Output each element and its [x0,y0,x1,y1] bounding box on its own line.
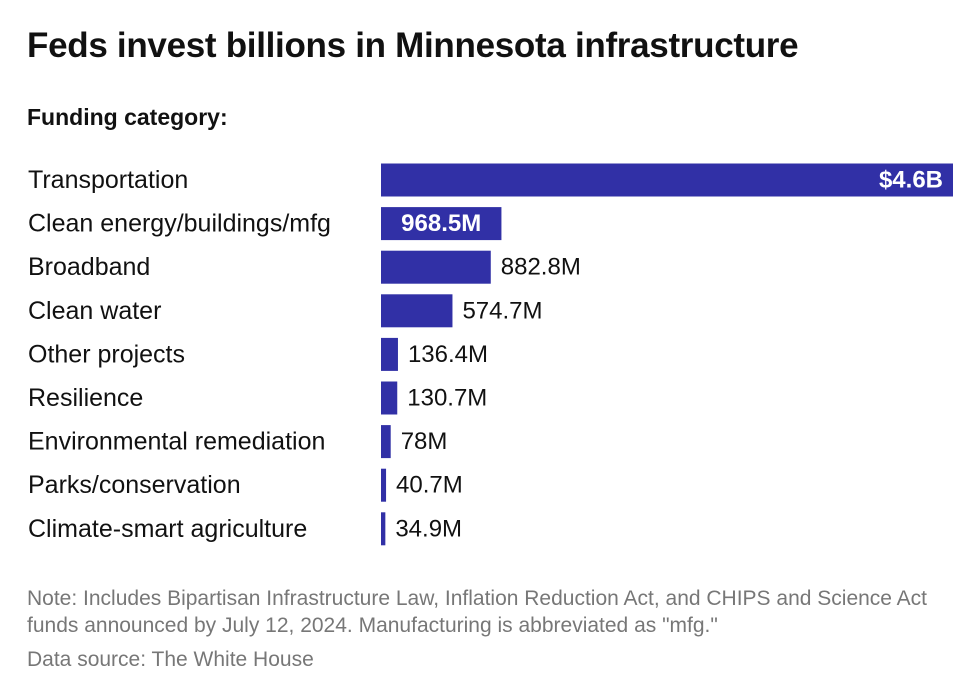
category-label: Clean water [28,297,161,325]
bar [381,294,453,328]
value-label: 130.7M [407,385,487,412]
bar [381,512,386,546]
value-label: 968.5M [401,210,481,237]
value-label: 882.8M [501,254,581,281]
category-label: Resilience [28,384,143,412]
value-label: 78M [401,428,448,455]
value-label: 574.7M [462,297,542,324]
bar [381,207,502,241]
bar [381,337,398,371]
category-label: Climate-smart agriculture [28,515,307,543]
bar [381,381,398,415]
value-label: 40.7M [396,472,463,499]
bar [381,425,391,459]
chart-title: Feds invest billions in Minnesota infras… [27,26,799,65]
category-label: Broadband [28,253,150,281]
chart-subtitle: Funding category: [27,104,228,130]
data-source: Data source: The White House [27,648,314,671]
bar [381,250,491,284]
category-label: Transportation [28,166,188,194]
category-label: Environmental remediation [28,428,325,456]
value-label: 136.4M [408,341,488,368]
chart-note: Note: Includes Bipartisan Infrastructure… [27,587,927,637]
bar [381,468,387,502]
category-label: Parks/conservation [28,471,241,499]
bar [381,163,953,197]
value-label: 34.9M [395,515,462,542]
bar-chart: Transportation $4.6B Clean energy/building… [28,163,953,546]
category-label: Other projects [28,340,185,368]
category-label: Clean energy/buildings/mfg [28,210,331,238]
value-label: $4.6B [879,167,943,194]
